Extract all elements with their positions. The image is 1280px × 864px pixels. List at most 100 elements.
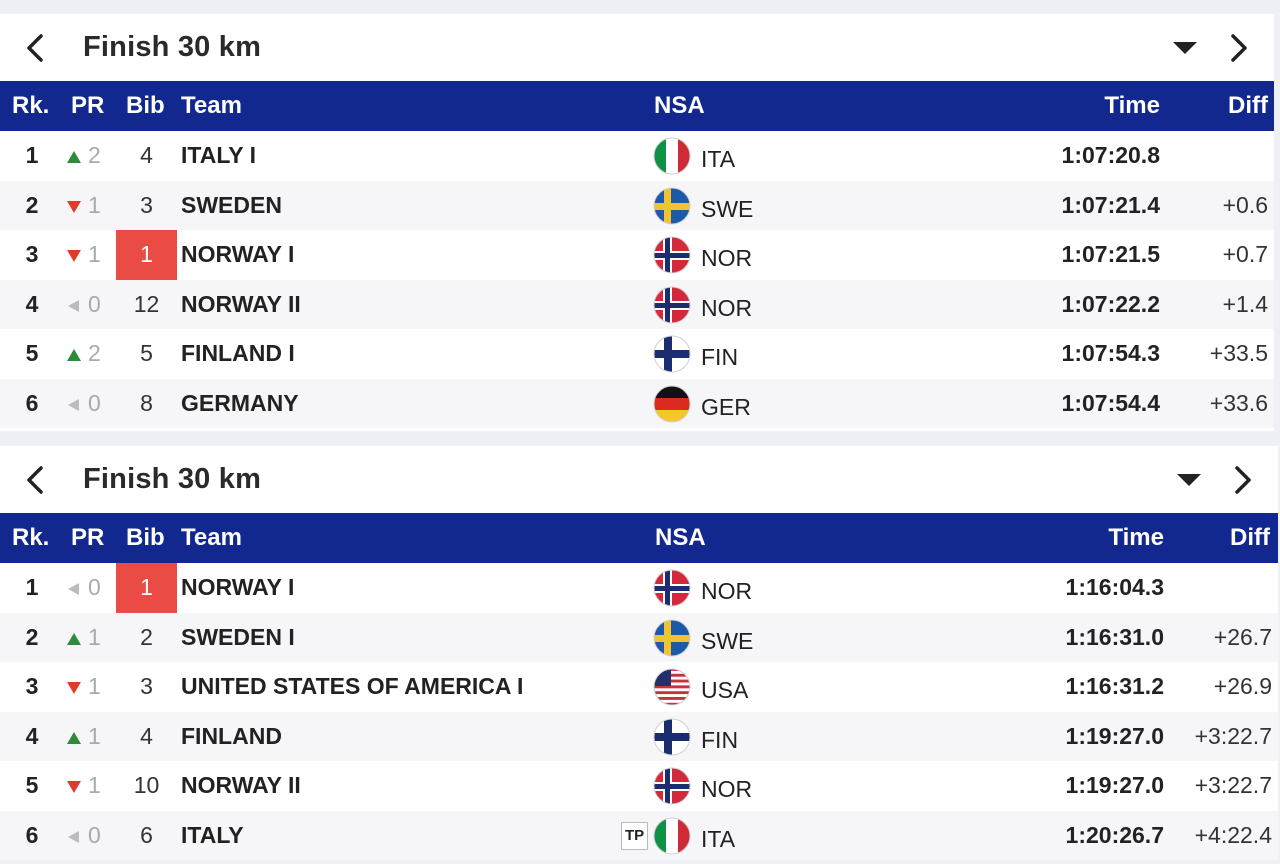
chevron-left-icon <box>24 33 46 63</box>
finish-time: 1:07:21.4 <box>1062 181 1160 231</box>
page-title: Finish 30 km <box>83 446 261 513</box>
bib-number: 1 <box>116 563 177 613</box>
nsa-code: NOR <box>701 765 752 815</box>
previous-rank-change: 1 <box>88 673 101 699</box>
finish-time: 1:07:54.4 <box>1062 379 1160 429</box>
flag-usa-icon <box>653 668 691 706</box>
team-name[interactable]: NORWAY II <box>181 761 301 811</box>
bib-number: 2 <box>116 613 177 663</box>
nsa-code: FIN <box>701 716 738 766</box>
finish-time: 1:20:26.7 <box>1066 811 1164 861</box>
team-name[interactable]: UNITED STATES OF AMERICA I <box>181 662 523 712</box>
time-diff: +0.7 <box>1223 230 1268 280</box>
previous-rank: 0 <box>66 811 116 862</box>
previous-rank: 0 <box>66 563 116 614</box>
finish-time: 1:07:54.3 <box>1062 329 1160 379</box>
rank: 6 <box>12 811 52 861</box>
previous-rank: 0 <box>66 280 116 331</box>
flag-nor-icon <box>653 569 691 607</box>
rank: 5 <box>12 329 52 379</box>
time-diff: +33.6 <box>1210 379 1268 429</box>
nsa-code: USA <box>701 666 748 716</box>
previous-rank: 2 <box>66 329 116 380</box>
previous-button[interactable] <box>18 446 52 513</box>
flag-ger-icon <box>653 385 691 423</box>
bib-number: 5 <box>116 329 177 379</box>
arrow-down-icon <box>66 231 82 281</box>
flag-swe-icon <box>653 187 691 225</box>
tag-badge: TP <box>621 822 648 850</box>
column-nsa: NSA <box>654 81 705 131</box>
arrow-down-icon <box>66 663 82 713</box>
previous-rank-change: 1 <box>88 772 101 798</box>
flag-nor-icon <box>653 767 691 805</box>
nsa-code: SWE <box>701 617 753 667</box>
previous-button[interactable] <box>18 14 52 81</box>
arrow-left-icon <box>66 812 82 862</box>
rank: 4 <box>12 280 52 330</box>
team-name[interactable]: ITALY I <box>181 131 256 181</box>
table-header: Rk. PR Bib Team NSA Time Diff <box>0 81 1274 131</box>
dropdown-button[interactable] <box>1172 446 1206 513</box>
team-name[interactable]: SWEDEN <box>181 181 282 231</box>
finish-time: 1:16:31.2 <box>1066 662 1164 712</box>
arrow-down-icon <box>66 762 82 812</box>
column-diff: Diff <box>1228 81 1268 131</box>
previous-rank-change: 0 <box>88 574 101 600</box>
team-name[interactable]: ITALY <box>181 811 244 861</box>
rank: 5 <box>12 761 52 811</box>
team-name[interactable]: FINLAND <box>181 712 282 762</box>
team-name[interactable]: SWEDEN I <box>181 613 295 663</box>
rank: 3 <box>12 230 52 280</box>
rank: 3 <box>12 662 52 712</box>
bib-number: 8 <box>116 379 177 429</box>
next-button[interactable] <box>1226 446 1260 513</box>
finish-time: 1:19:27.0 <box>1066 712 1164 762</box>
team-name[interactable]: NORWAY I <box>181 563 294 613</box>
chevron-right-icon <box>1228 33 1250 63</box>
rank: 2 <box>12 613 52 663</box>
panel-header: Finish 30 km <box>0 14 1274 81</box>
page-title: Finish 30 km <box>83 14 261 81</box>
time-diff: +26.7 <box>1214 613 1272 663</box>
previous-rank: 2 <box>66 131 116 182</box>
previous-rank: 1 <box>66 230 116 281</box>
nsa-code: GER <box>701 383 751 433</box>
previous-rank-change: 1 <box>88 241 101 267</box>
column-bib: Bib <box>126 513 165 563</box>
team-name[interactable]: GERMANY <box>181 379 299 429</box>
team-name[interactable]: NORWAY II <box>181 280 301 330</box>
previous-rank: 1 <box>66 662 116 713</box>
previous-rank: 1 <box>66 181 116 232</box>
arrow-left-icon <box>66 380 82 430</box>
team-name[interactable]: NORWAY I <box>181 230 294 280</box>
previous-rank-change: 1 <box>88 723 101 749</box>
finish-time: 1:07:20.8 <box>1062 131 1160 181</box>
time-diff: +3:22.7 <box>1195 761 1272 811</box>
dropdown-button[interactable] <box>1168 14 1202 81</box>
column-rank: Rk. <box>12 81 49 131</box>
arrow-up-icon <box>66 713 82 763</box>
time-diff: +33.5 <box>1210 329 1268 379</box>
results-panel-1: Finish 30 km Rk. PR Bib Team NSA Time Di… <box>0 14 1274 431</box>
column-time: Time <box>1104 81 1160 131</box>
previous-rank-change: 2 <box>88 142 101 168</box>
previous-rank-change: 0 <box>88 390 101 416</box>
finish-time: 1:19:27.0 <box>1066 761 1164 811</box>
previous-rank: 1 <box>66 712 116 763</box>
panel-header: Finish 30 km <box>0 446 1278 513</box>
next-button[interactable] <box>1222 14 1256 81</box>
team-name[interactable]: FINLAND I <box>181 329 295 379</box>
